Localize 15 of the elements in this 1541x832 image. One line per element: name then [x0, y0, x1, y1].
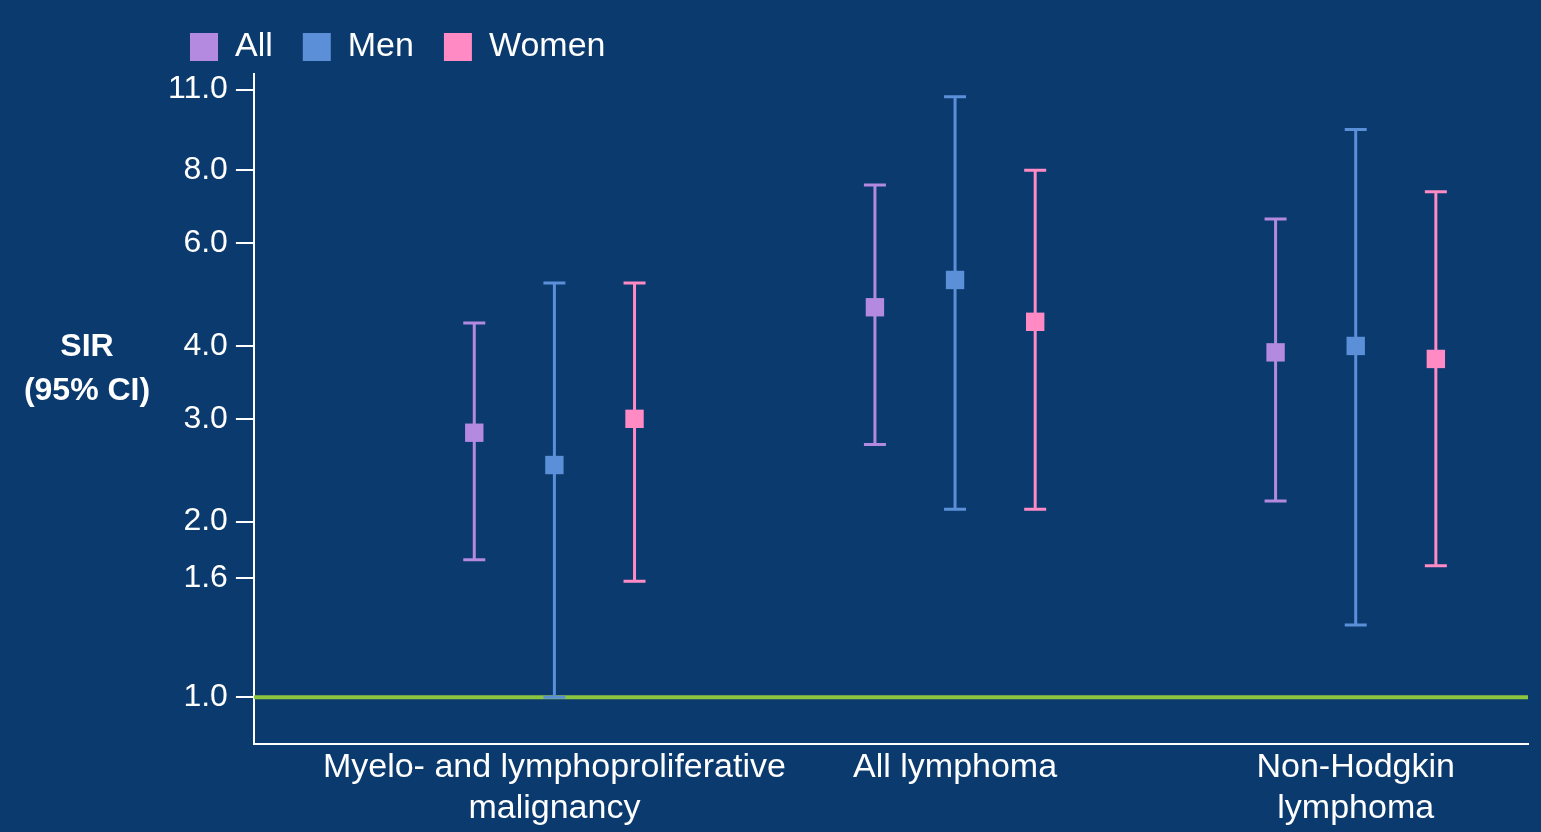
legend-label: Women	[488, 25, 606, 64]
y-tick-label: 3.0	[183, 398, 228, 435]
y-tick-label: 8.0	[183, 150, 228, 187]
y-tick-label: 6.0	[183, 223, 228, 260]
x-tick-label: Non-Hodgkin lymphoma	[1256, 746, 1455, 825]
y-axis-title: SIR (95% CI)	[23, 327, 151, 408]
y-tick-label: 4.0	[183, 325, 228, 362]
y-tick-label: 1.6	[183, 557, 228, 594]
y-tick-label: 2.0	[183, 501, 228, 538]
x-tick-label: All lymphoma	[853, 746, 1058, 785]
x-tick-label: Myelo- and lymphoproliferative malignancy	[322, 746, 786, 825]
legend-label: All	[235, 25, 273, 64]
y-tick-label: 11.0	[168, 69, 228, 106]
legend-label: Men	[347, 25, 414, 64]
y-tick-label: 1.0	[183, 677, 228, 714]
